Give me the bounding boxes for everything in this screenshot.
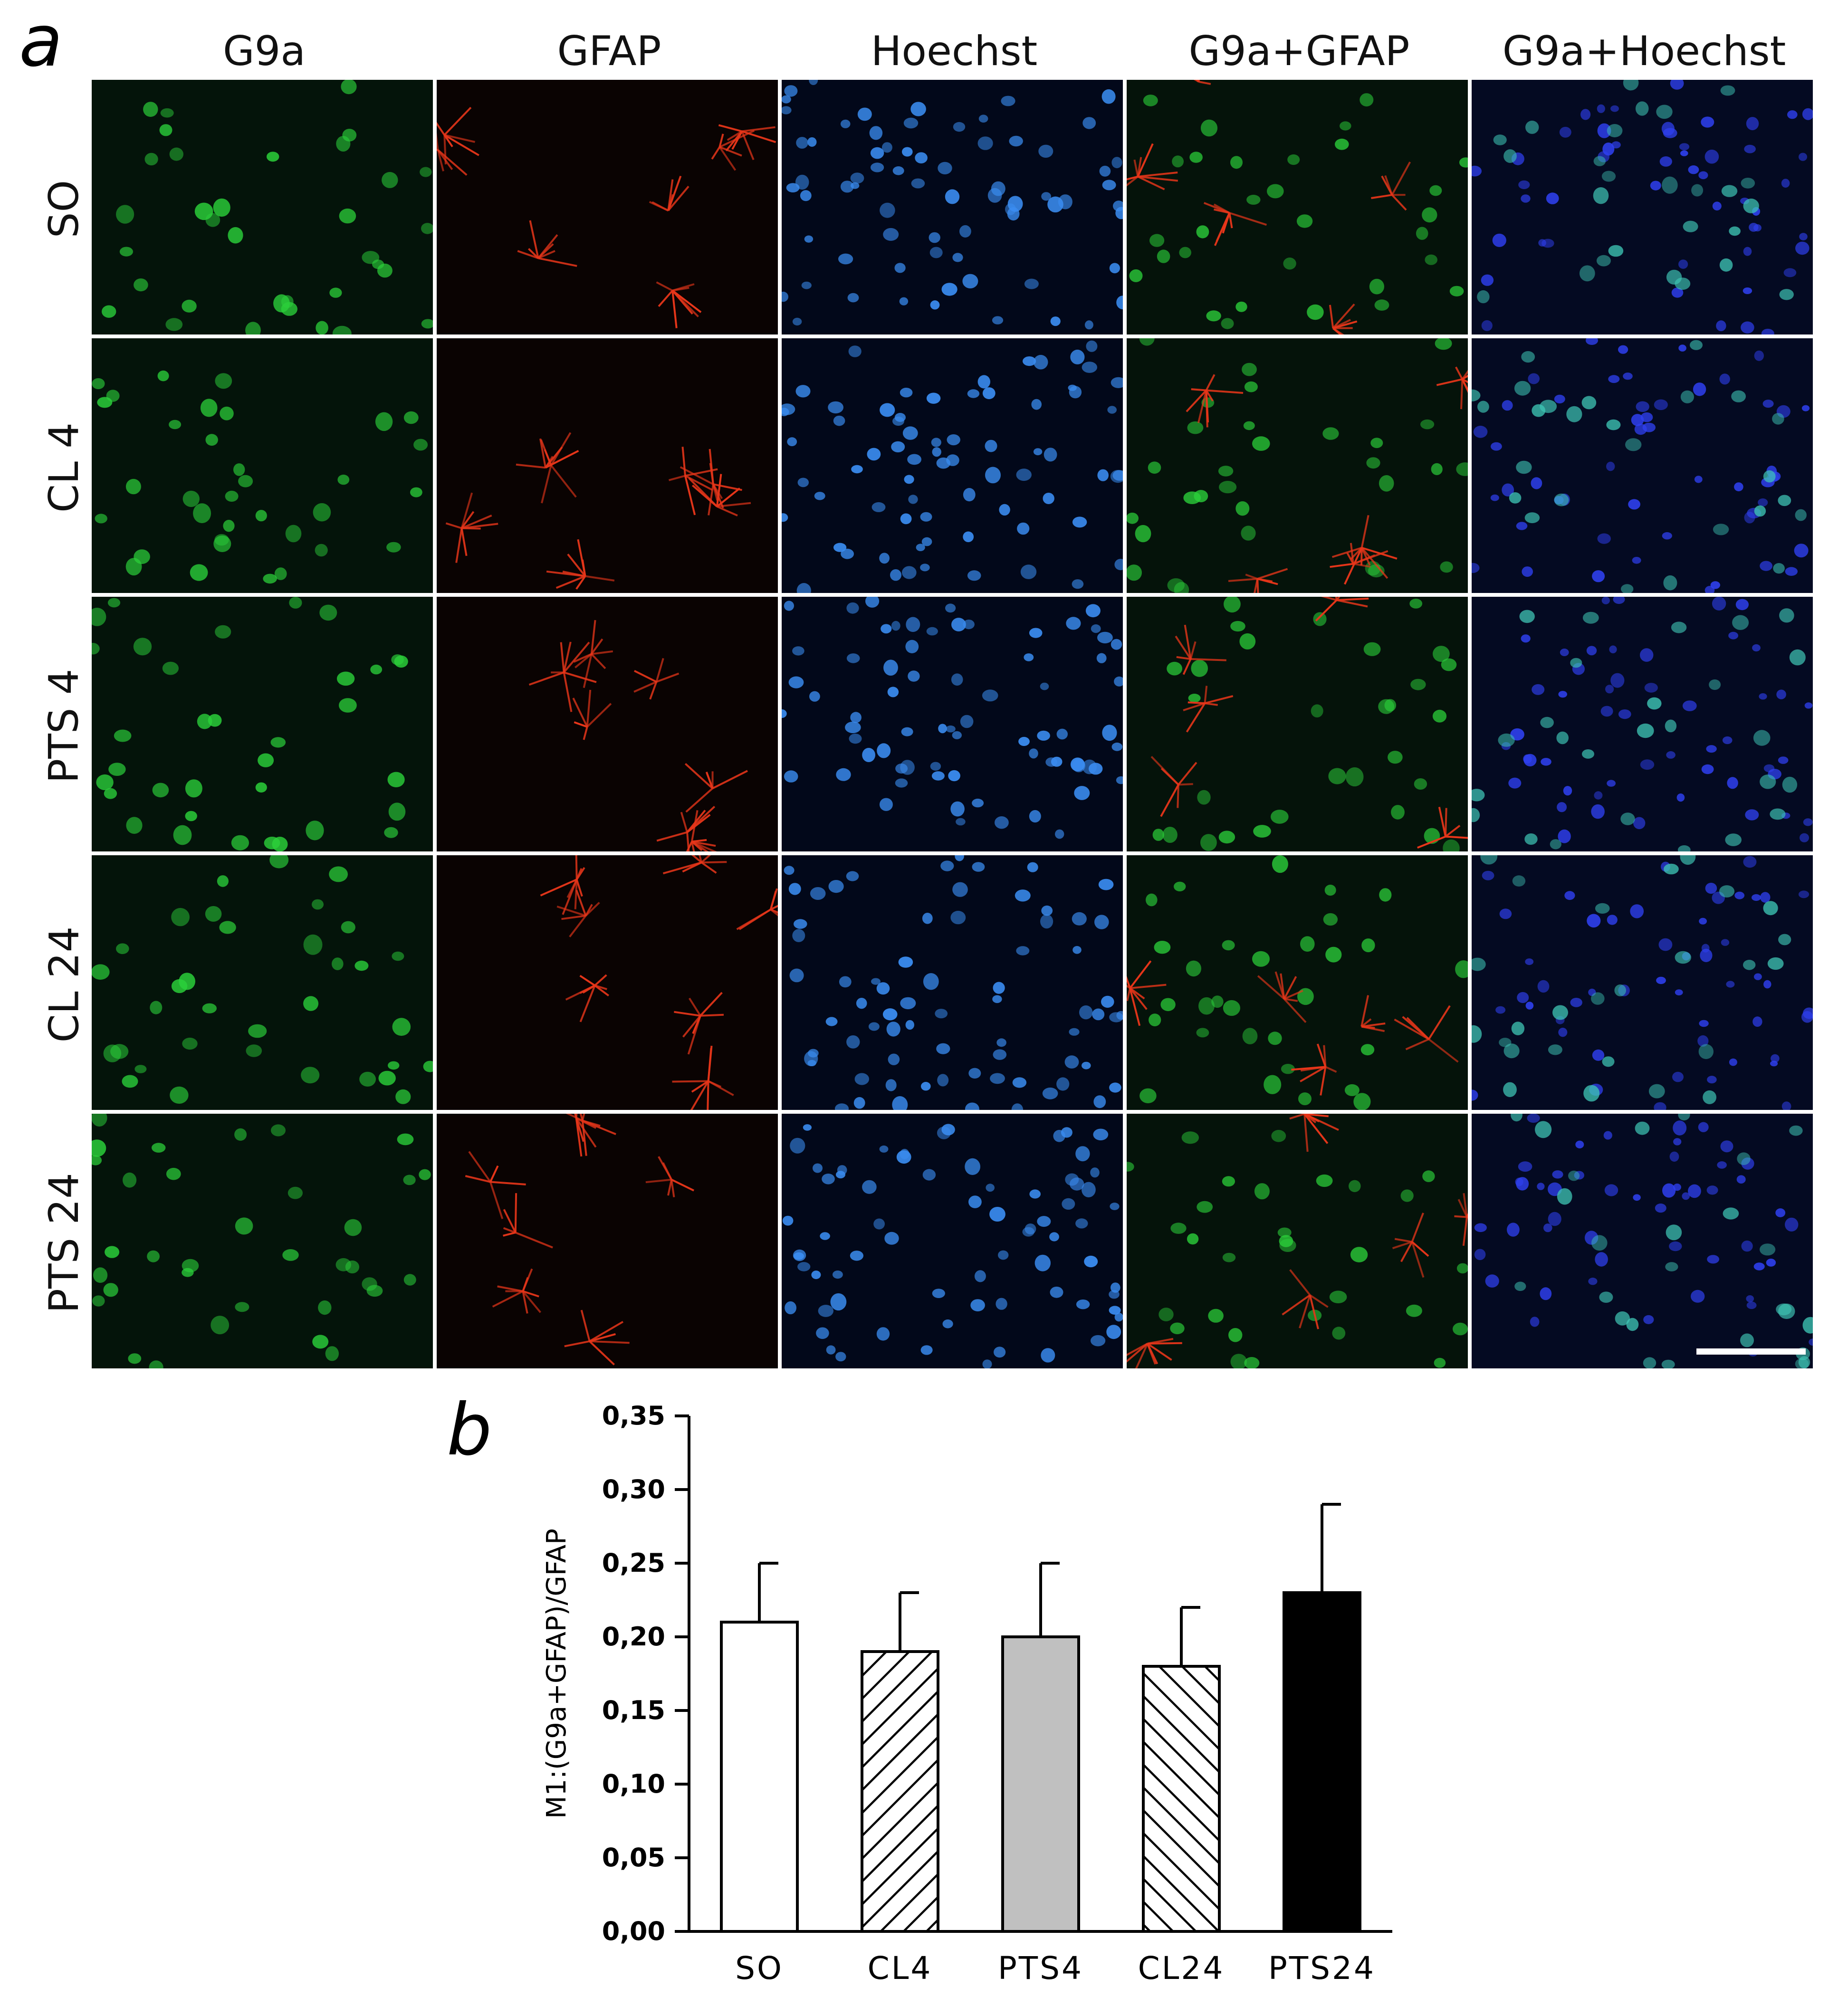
micrograph-so-gfap xyxy=(401,80,778,334)
y-tick-label: 0,05 xyxy=(602,1843,665,1873)
micrograph-so-g9a xyxy=(92,79,435,341)
row-label-pts24: PTS 24 xyxy=(40,1173,88,1313)
micrograph-cl-24-g9a xyxy=(91,851,437,1110)
bar-cl4 xyxy=(861,1650,939,1933)
micrograph-pts-24-g9a xyxy=(87,1109,433,1375)
column-headers: G9a GFAP Hoechst G9a+GFAP G9a+Hoechst xyxy=(92,23,1818,80)
micrograph-cl-24-g9a-hoechst xyxy=(1465,848,1815,1113)
micrograph-pts-24-g9a-hoechst xyxy=(1472,1108,1819,1370)
bar-so xyxy=(720,1621,799,1933)
micrograph-cl-4-hoechst xyxy=(778,338,1127,598)
row-label-cl4: CL 4 xyxy=(40,422,88,513)
micrograph-so-hoechst xyxy=(778,75,1129,334)
panel-letter-b: b xyxy=(447,1389,492,1471)
micrograph-cl-4-g9a-gfap xyxy=(1126,331,1494,613)
micrograph-cl-4-g9a-hoechst xyxy=(1463,336,1813,595)
micrograph-pts-4-gfap xyxy=(437,597,778,866)
y-tick-label: 0,15 xyxy=(602,1695,665,1725)
micrograph-pts-4-g9a-hoechst xyxy=(1466,594,1813,855)
x-tick-label-so: SO xyxy=(735,1950,784,1987)
micrograph-pts-24-hoechst xyxy=(782,1114,1123,1369)
bar-cl24 xyxy=(1142,1665,1221,1933)
micrograph-so-g9a-gfap xyxy=(1109,56,1472,348)
y-tick-label: 0,10 xyxy=(602,1769,665,1799)
y-tick-label: 0,00 xyxy=(602,1916,665,1946)
row-label-pts4: PTS 4 xyxy=(40,669,88,783)
micrograph-cl-24-g9a-gfap xyxy=(1096,855,1472,1110)
micrograph-cl-4-g9a xyxy=(92,338,433,593)
row-label-so: SO xyxy=(40,180,88,239)
y-tick-label: 0,35 xyxy=(602,1401,665,1431)
column-header-g9a: G9a xyxy=(222,28,306,75)
micrograph-pts-4-g9a xyxy=(86,597,433,852)
panel-letter-a: a xyxy=(19,0,63,83)
x-tick-label-cl4: CL4 xyxy=(868,1950,933,1987)
column-header-hoechst: Hoechst xyxy=(871,28,1038,75)
column-header-g9a-hoechst: G9a+Hoechst xyxy=(1502,28,1786,75)
y-tick-label: 0,25 xyxy=(602,1548,665,1578)
micrograph-so-g9a-hoechst xyxy=(1467,75,1814,338)
micrograph-cl-24-hoechst xyxy=(782,851,1126,1116)
x-tick-label-pts24: PTS24 xyxy=(1268,1950,1376,1987)
x-tick-label-pts4: PTS4 xyxy=(998,1950,1083,1987)
bar-pts24 xyxy=(1283,1591,1361,1933)
bar-chart: 0,00 0,05 0,10 0,15 0,20 0,25 0,30 0,35 M1:(G9a+… xyxy=(541,1401,1392,1987)
column-header-g9a-gfap: G9a+GFAP xyxy=(1188,28,1410,75)
column-header-gfap: GFAP xyxy=(557,28,661,75)
micrograph-pts-24-g9a-gfap xyxy=(1117,1095,1484,1380)
bar-pts4 xyxy=(1001,1635,1080,1933)
micrograph-grid xyxy=(86,56,1819,1380)
micrograph-pts-24-gfap xyxy=(437,1081,778,1368)
y-axis-title: M1:(G9a+GFAP)/GFAP xyxy=(541,1529,572,1819)
micrograph-cl-4-gfap xyxy=(437,338,778,593)
y-tick-label: 0,20 xyxy=(602,1622,665,1652)
x-tick-label-cl24: CL24 xyxy=(1138,1950,1225,1987)
y-tick-label: 0,30 xyxy=(602,1474,665,1504)
micrograph-pts-4-hoechst xyxy=(777,594,1126,851)
micrograph-cl-24-gfap xyxy=(437,831,803,1117)
scale-bar xyxy=(1696,1348,1806,1355)
micrograph-pts-4-g9a-gfap xyxy=(1127,568,1483,857)
row-label-cl24: CL 24 xyxy=(40,926,88,1043)
row-labels: SO CL 4 PTS 4 CL 24 PTS 24 xyxy=(38,80,90,1372)
